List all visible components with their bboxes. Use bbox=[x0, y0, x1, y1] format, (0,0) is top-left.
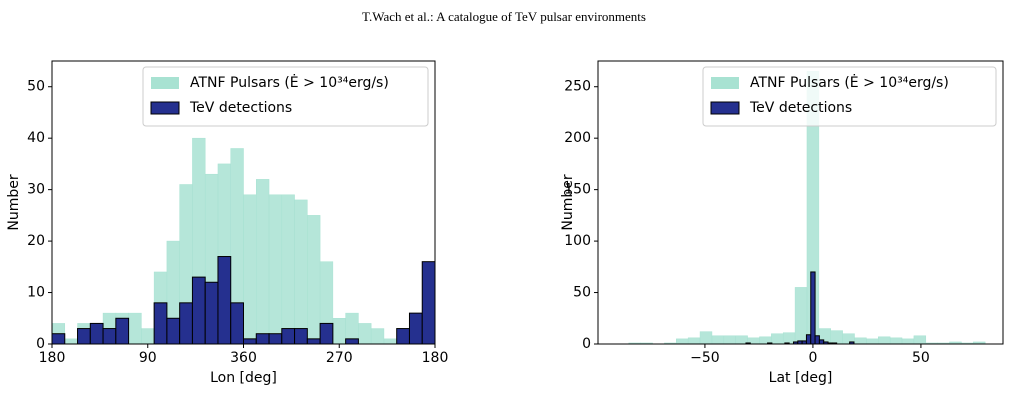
y-tick-label: 150 bbox=[564, 182, 591, 198]
x-tick-label: 90 bbox=[139, 350, 157, 366]
histogram-bar bbox=[383, 338, 397, 345]
histogram-bar bbox=[711, 335, 725, 345]
histogram-bar bbox=[141, 328, 155, 345]
histogram-bar bbox=[243, 194, 257, 345]
legend-swatch bbox=[710, 101, 740, 115]
histogram-bar bbox=[699, 331, 713, 345]
histogram-bar bbox=[332, 318, 346, 345]
histogram-bar bbox=[230, 302, 245, 345]
histogram-bar bbox=[319, 322, 334, 345]
histogram-bar bbox=[294, 328, 308, 345]
histogram-bar bbox=[913, 335, 927, 345]
y-axis-label: Number bbox=[6, 174, 22, 230]
y-tick-label: 20 bbox=[27, 233, 45, 249]
histogram-bar bbox=[866, 338, 879, 345]
x-tick-label: 270 bbox=[326, 350, 353, 366]
histogram-bar bbox=[723, 335, 736, 345]
histogram-bar bbox=[370, 328, 385, 345]
y-tick-label: 0 bbox=[582, 336, 591, 352]
histogram-bar bbox=[204, 281, 219, 345]
y-tick-label: 250 bbox=[564, 79, 591, 95]
x-tick-label: 360 bbox=[230, 350, 257, 366]
legend-swatch bbox=[711, 77, 739, 89]
histogram-bar bbox=[268, 194, 283, 345]
histogram-bar bbox=[676, 338, 689, 345]
histogram-bar bbox=[191, 276, 206, 345]
y-tick-label: 200 bbox=[564, 130, 591, 146]
x-tick-label: 50 bbox=[912, 350, 930, 366]
histogram-bar bbox=[878, 336, 891, 345]
histogram-bar bbox=[818, 339, 825, 345]
histogram-bar bbox=[854, 337, 867, 345]
legend-label: ATNF Pulsars (Ė > 10³⁴erg/s) bbox=[750, 73, 949, 91]
histogram-bar bbox=[307, 215, 321, 345]
histogram-bar bbox=[179, 302, 193, 345]
histogram-bar bbox=[102, 328, 117, 345]
histogram-bar bbox=[358, 323, 372, 345]
histogram-bar bbox=[810, 271, 816, 345]
histogram-bar bbox=[889, 337, 903, 345]
histogram-bar bbox=[687, 337, 701, 345]
legend: ATNF Pulsars (Ė > 10³⁴erg/s) TeV detectio… bbox=[702, 66, 997, 127]
y-tick-label: 40 bbox=[27, 130, 45, 146]
legend-frame bbox=[142, 66, 429, 127]
histogram-bar bbox=[294, 199, 308, 345]
y-tick-label: 30 bbox=[27, 182, 45, 198]
histogram-bar bbox=[64, 338, 78, 345]
histogram-bar bbox=[421, 261, 436, 345]
histogram-bar bbox=[255, 333, 270, 345]
page-header: T.Wach et al.: A catalogue of TeV pulsar… bbox=[362, 9, 646, 24]
histogram-bar bbox=[128, 312, 142, 345]
x-tick-label: 0 bbox=[808, 350, 817, 366]
x-tick-label: 180 bbox=[422, 350, 449, 366]
y-tick-label: 0 bbox=[36, 336, 45, 352]
histogram-bar bbox=[243, 338, 257, 345]
histogram-bar bbox=[408, 312, 423, 345]
x-tick-label: −50 bbox=[690, 350, 720, 366]
histogram-bar bbox=[794, 287, 808, 345]
histogram-bar bbox=[830, 330, 843, 345]
histogram-bar bbox=[306, 338, 321, 345]
legend-swatch bbox=[151, 77, 179, 89]
histogram-bar bbox=[77, 328, 91, 345]
x-tick-label: 180 bbox=[39, 350, 66, 366]
axes-frame bbox=[597, 60, 1004, 345]
y-tick-label: 50 bbox=[27, 79, 45, 95]
histogram-bar bbox=[814, 335, 820, 345]
histogram-bar bbox=[51, 333, 66, 345]
y-tick-label: 50 bbox=[573, 285, 591, 301]
y-tick-label: 10 bbox=[27, 285, 45, 301]
histogram-bar bbox=[153, 302, 168, 345]
histogram-bar bbox=[256, 179, 270, 345]
histogram-bar bbox=[281, 194, 295, 345]
histogram-bar bbox=[345, 338, 359, 345]
histogram-bar bbox=[281, 328, 296, 345]
legend: ATNF Pulsars (Ė > 10³⁴erg/s) TeV detectio… bbox=[142, 66, 429, 127]
x-axis-label: Lat [deg] bbox=[769, 370, 833, 386]
legend-label: TeV detections bbox=[749, 100, 852, 116]
histogram-bar bbox=[217, 256, 232, 345]
legend-label: ATNF Pulsars (Ė > 10³⁴erg/s) bbox=[190, 73, 389, 91]
legend-frame bbox=[702, 66, 997, 127]
histogram-bar bbox=[805, 334, 812, 345]
histogram-bar bbox=[89, 322, 104, 345]
histogram-bar bbox=[268, 333, 283, 345]
y-axis-label: Number bbox=[560, 174, 576, 230]
histogram-bar bbox=[901, 338, 915, 345]
histogram-bar bbox=[771, 333, 784, 345]
histogram-bar bbox=[396, 328, 410, 345]
histogram-bar bbox=[115, 317, 130, 345]
legend-label: TeV detections bbox=[189, 100, 292, 116]
y-tick-label: 100 bbox=[564, 233, 591, 249]
axes: −50 0 50 0 50 100 150 200 250 Lat [deg] Number ATNF… bbox=[560, 60, 1004, 386]
x-axis-label: Lon [deg] bbox=[210, 370, 277, 386]
legend-swatch bbox=[150, 101, 180, 115]
histogram-bar bbox=[166, 317, 181, 345]
